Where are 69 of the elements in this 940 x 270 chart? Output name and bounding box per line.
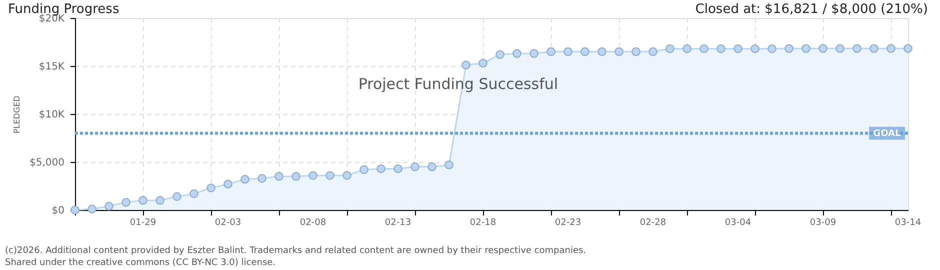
point [852, 44, 862, 53]
point [512, 49, 522, 58]
point [734, 44, 742, 54]
point [88, 204, 96, 214]
text: Closed at: $16,821 / $8,000 (210%) [695, 2, 928, 17]
text: Shared under the creative commons (CC BY-NC 3.0) license. [5, 258, 276, 268]
x-tick-label: 02-28 [640, 218, 666, 228]
point [648, 47, 658, 56]
point [292, 172, 300, 181]
point [224, 180, 232, 188]
point [682, 44, 692, 54]
annotation: Project Funding Successful [358, 75, 558, 93]
point [410, 162, 420, 172]
point [784, 44, 794, 53]
point [870, 44, 878, 53]
point [360, 165, 368, 174]
point [750, 44, 760, 54]
x-tick-label: 02-03 [214, 218, 242, 228]
point [564, 47, 572, 56]
x-tick-label: 01-29 [130, 218, 156, 228]
point [444, 160, 454, 170]
point [580, 47, 590, 56]
point [172, 192, 182, 201]
x-tick-label: 02-18 [470, 218, 496, 228]
point [802, 44, 810, 53]
point [632, 47, 640, 56]
point [308, 171, 318, 180]
point [462, 60, 470, 70]
point [376, 164, 386, 174]
point [428, 162, 436, 172]
point [122, 198, 130, 207]
point [614, 47, 624, 56]
point [138, 196, 148, 205]
point [240, 174, 250, 184]
point [546, 47, 556, 56]
point [666, 44, 674, 54]
point [716, 44, 726, 54]
point [818, 44, 828, 53]
text: (c)2026. Additional content provided by Eszter Balint. Trademarks and related content are owned by their respective companies. [5, 246, 586, 256]
y-tick-label: $10K [38, 110, 65, 120]
y-tick-label: $0 [52, 206, 64, 216]
point [258, 174, 266, 183]
x-tick-label: 03-04 [724, 218, 752, 228]
point [904, 44, 912, 53]
point [156, 196, 164, 205]
x-tick-label: 02-13 [384, 218, 412, 228]
point [768, 44, 776, 54]
point [478, 58, 488, 68]
y-tick-label: $15K [38, 62, 65, 72]
y-tick-label: $5,000 [30, 158, 64, 168]
point [598, 47, 606, 56]
point [274, 172, 284, 181]
x-tick-label: 03-14 [894, 218, 922, 228]
point [342, 171, 352, 180]
point [886, 44, 896, 53]
ref-line-label: GOAL [873, 129, 902, 140]
y-axis-title: PLEDGED [12, 96, 22, 134]
point [190, 189, 198, 198]
x-tick-label: 02-23 [554, 218, 582, 228]
point [206, 184, 216, 192]
point [836, 44, 844, 53]
point [530, 49, 538, 58]
point [496, 50, 504, 59]
x-tick-label: 02-08 [300, 218, 326, 228]
point [700, 44, 708, 54]
point [394, 164, 402, 174]
x-tick-label: 03-09 [810, 218, 836, 228]
point [326, 171, 334, 180]
point [104, 202, 114, 211]
